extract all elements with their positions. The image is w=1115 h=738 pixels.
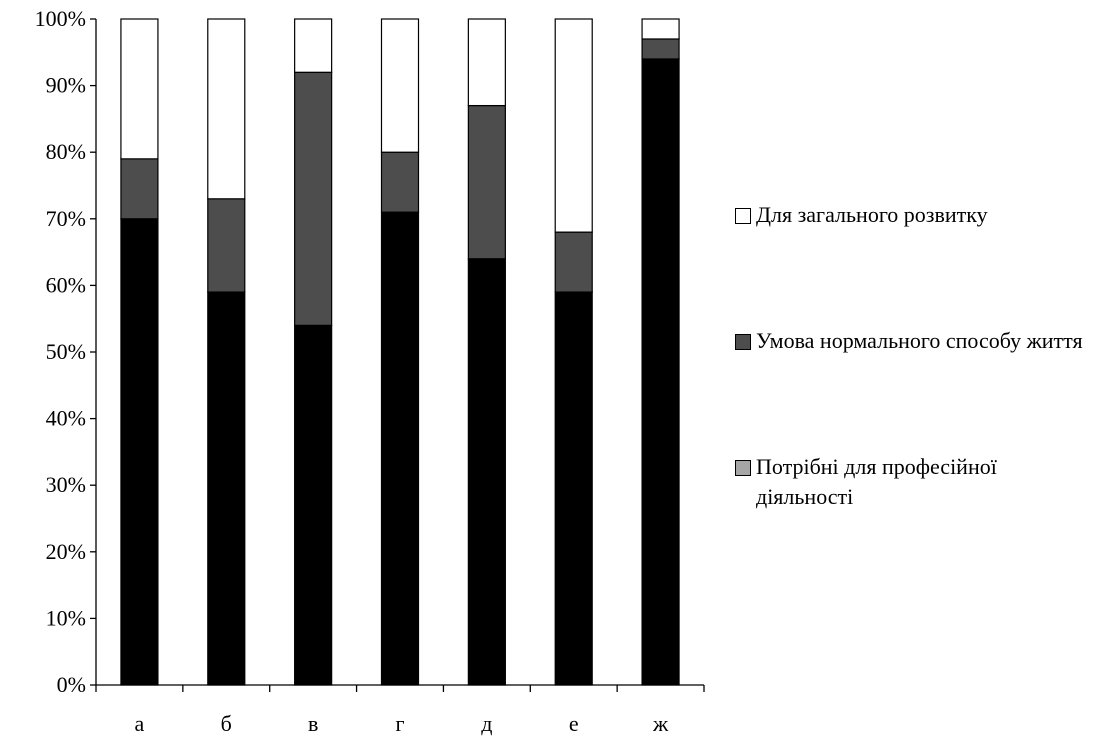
- bar-segment: [467, 104, 506, 260]
- bar-segment: [294, 71, 333, 326]
- legend-swatch: [735, 460, 751, 476]
- legend-label: Для загального розвитку: [756, 202, 988, 227]
- bar-segment: [641, 18, 680, 40]
- y-tick-label: 50%: [46, 339, 86, 364]
- bar-segment: [380, 211, 420, 686]
- x-tick-label: б: [221, 711, 232, 736]
- bar-segment: [120, 158, 159, 220]
- y-tick-label: 70%: [46, 206, 86, 231]
- legend-label: Потрібні для професійної діяльності: [756, 454, 997, 509]
- bar-segment: [554, 231, 593, 293]
- bar-segment: [554, 291, 593, 686]
- bar-segment: [554, 18, 593, 233]
- plot-area: а б в г д е ж 0% 10% 20% 30% 40% 50% 60% 70% 80% 90% 100%: [35, 6, 705, 736]
- legend-swatch: [735, 208, 751, 224]
- y-tick-label: 90%: [46, 73, 86, 98]
- y-tick-label: 40%: [46, 406, 86, 431]
- x-tick-label: а: [135, 711, 145, 736]
- x-tick-label: е: [569, 711, 579, 736]
- y-tick-label: 30%: [46, 472, 86, 497]
- bar-segment: [120, 218, 159, 686]
- legend-item-professional-activity: Потрібні для професійної діяльності: [735, 452, 1045, 512]
- bar-segment: [294, 18, 333, 73]
- bar-segment: [380, 18, 420, 153]
- bar-segment: [207, 291, 246, 686]
- bar-segment: [641, 38, 680, 60]
- bar-segment: [207, 18, 246, 200]
- legend-item-normal-lifestyle: Умова нормального способу життя: [735, 326, 1110, 356]
- legend-swatch: [735, 334, 751, 350]
- x-tick-label: г: [395, 711, 404, 736]
- x-tick-label: ж: [652, 711, 669, 736]
- bar-segment: [294, 324, 333, 686]
- y-tick-label: 0%: [57, 672, 86, 697]
- y-tick-label: 60%: [46, 272, 86, 297]
- legend-item-general-development: Для загального розвитку: [735, 200, 988, 230]
- x-tick-label: в: [308, 711, 318, 736]
- y-tick-label: 80%: [46, 139, 86, 164]
- bar-segment: [120, 18, 159, 160]
- bar-segment: [467, 18, 506, 107]
- y-tick-label: 10%: [46, 605, 86, 630]
- y-tick-label: 20%: [46, 539, 86, 564]
- bar-segment: [467, 258, 506, 686]
- y-tick-label: 100%: [35, 6, 86, 31]
- x-tick-label: д: [481, 711, 492, 736]
- bar-segment: [207, 198, 246, 293]
- legend-label: Умова нормального способу життя: [756, 328, 1083, 353]
- bar-segment: [380, 151, 420, 213]
- bar-segment: [641, 58, 680, 686]
